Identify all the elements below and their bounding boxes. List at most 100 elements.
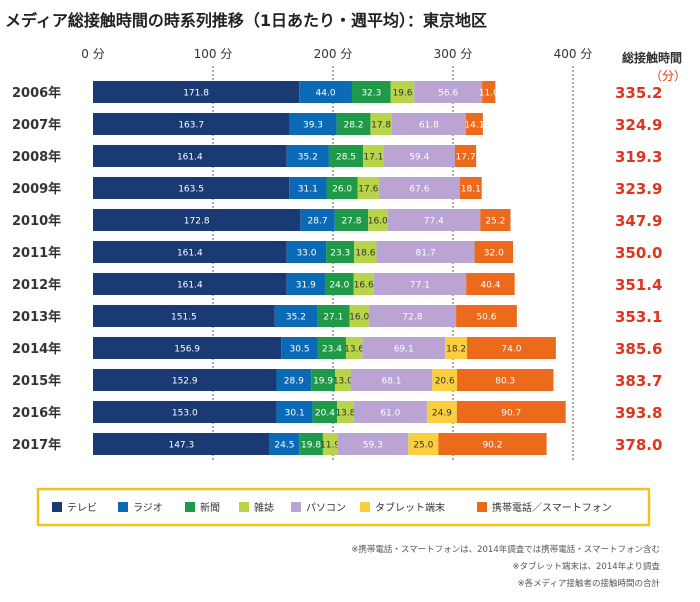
footnote: ※各メディア接触者の接触時間の合計 bbox=[517, 578, 660, 589]
bar-value-label: 19.8 bbox=[301, 441, 321, 451]
legend-label: タブレット端末 bbox=[375, 501, 445, 514]
bar-segment bbox=[317, 337, 346, 359]
bar-segment bbox=[438, 433, 547, 455]
bar-value-label: 32.3 bbox=[361, 89, 381, 99]
bar-segment bbox=[336, 113, 371, 135]
bar-value-label: 24.5 bbox=[274, 441, 294, 451]
category-label: 2008年 bbox=[12, 149, 61, 165]
footnote: ※タブレット端末は、2014年より調査 bbox=[512, 561, 660, 572]
legend-label: 雑誌 bbox=[254, 501, 274, 514]
bar-segment bbox=[465, 113, 483, 135]
category-label: 2013年 bbox=[12, 309, 61, 325]
legend-swatch bbox=[477, 502, 487, 512]
legend-label: ラジオ bbox=[133, 502, 163, 514]
totals-header: 総接触時間 bbox=[622, 50, 682, 65]
bar-segment bbox=[432, 369, 458, 391]
bar-value-label: 25.2 bbox=[485, 217, 505, 227]
bar-segment bbox=[466, 273, 515, 295]
bar-value-label: 61.8 bbox=[419, 121, 439, 131]
legend-label: パソコン bbox=[306, 502, 346, 514]
bar-segment bbox=[317, 305, 350, 327]
bar-segment bbox=[345, 337, 363, 359]
bar-segment bbox=[349, 305, 369, 327]
bar-value-label: 39.3 bbox=[303, 121, 323, 131]
bar-segment bbox=[93, 113, 290, 135]
bar-value-label: 25.0 bbox=[413, 441, 433, 451]
total-value: 351.4 bbox=[615, 276, 662, 294]
bar-value-label: 19.9 bbox=[313, 377, 333, 387]
bar-value-label: 31.1 bbox=[298, 185, 318, 195]
bar-value-label: 24.0 bbox=[329, 281, 349, 291]
bar-value-label: 161.4 bbox=[177, 249, 203, 259]
bar-value-label: 13.6 bbox=[344, 345, 364, 355]
bar-value-label: 17.1 bbox=[363, 153, 383, 163]
total-value: 383.7 bbox=[615, 372, 662, 390]
bar-value-label: 40.4 bbox=[480, 281, 500, 291]
bar-value-label: 81.7 bbox=[416, 249, 436, 259]
bar-segment bbox=[281, 337, 318, 359]
bar-segment bbox=[93, 401, 277, 423]
bar-value-label: 28.5 bbox=[336, 153, 356, 163]
bar-segment bbox=[376, 241, 475, 263]
bar-segment bbox=[467, 337, 556, 359]
bar-segment bbox=[300, 209, 335, 231]
legend-swatch bbox=[291, 502, 301, 512]
bar-value-label: 24.9 bbox=[432, 409, 452, 419]
bar-value-label: 26.0 bbox=[332, 185, 352, 195]
legend-swatch bbox=[239, 502, 249, 512]
bar-segment bbox=[337, 401, 354, 423]
bar-segment bbox=[93, 209, 301, 231]
bar-segment bbox=[482, 81, 496, 103]
bar-segment bbox=[390, 81, 415, 103]
x-tick-label: 0 分 bbox=[81, 47, 104, 61]
bar-value-label: 32.0 bbox=[484, 249, 504, 259]
bar-segment bbox=[299, 433, 323, 455]
bar-segment bbox=[474, 241, 513, 263]
bar-segment bbox=[480, 209, 511, 231]
bar-value-label: 18.6 bbox=[355, 249, 375, 259]
total-value: 319.3 bbox=[615, 148, 662, 166]
legend-swatch bbox=[118, 502, 128, 512]
bar-value-label: 27.8 bbox=[341, 217, 361, 227]
bar-value-label: 44.0 bbox=[316, 89, 336, 99]
bar-value-label: 90.2 bbox=[482, 441, 502, 451]
total-value: 385.6 bbox=[615, 340, 662, 358]
bar-segment bbox=[363, 145, 384, 167]
bar-value-label: 59.4 bbox=[409, 153, 429, 163]
bar-value-label: 16.6 bbox=[354, 281, 374, 291]
bar-value-label: 172.8 bbox=[184, 217, 210, 227]
bar-segment bbox=[299, 81, 352, 103]
chart-title: メディア総接触時間の時系列推移（1日あたり・週平均）：東京地区 bbox=[5, 11, 487, 30]
bar-segment bbox=[324, 273, 354, 295]
category-label: 2014年 bbox=[12, 341, 61, 357]
bar-segment bbox=[286, 273, 325, 295]
bar-segment bbox=[289, 177, 327, 199]
bar-value-label: 56.6 bbox=[438, 89, 458, 99]
legend-label: 携帯電話／スマートフォン bbox=[492, 501, 612, 514]
category-label: 2011年 bbox=[12, 245, 61, 261]
bar-value-label: 50.6 bbox=[476, 313, 496, 323]
bar-value-label: 11.0 bbox=[479, 89, 499, 99]
bar-segment bbox=[391, 113, 466, 135]
bar-segment bbox=[322, 433, 338, 455]
bar-value-label: 28.9 bbox=[284, 377, 304, 387]
x-tick-label: 300 分 bbox=[434, 47, 473, 61]
bar-value-label: 77.1 bbox=[410, 281, 430, 291]
total-value: 378.0 bbox=[615, 436, 662, 454]
bar-segment bbox=[326, 241, 355, 263]
bar-value-label: 161.4 bbox=[177, 281, 203, 291]
bar-value-label: 72.8 bbox=[402, 313, 422, 323]
category-label: 2015年 bbox=[12, 373, 61, 389]
footnotes: ※携帯電話・スマートフォンは、2014年調査では携帯電話・スマートフォン含む ※タ… bbox=[351, 544, 660, 589]
totals-unit: （分） bbox=[650, 69, 686, 83]
bar-segment bbox=[368, 209, 388, 231]
bar-value-label: 16.0 bbox=[368, 217, 388, 227]
category-label: 2012年 bbox=[12, 277, 61, 293]
bar-segment bbox=[337, 433, 409, 455]
bar-segment bbox=[311, 369, 336, 391]
bar-value-label: 147.3 bbox=[168, 441, 194, 451]
bar-segment bbox=[414, 81, 483, 103]
bar-segment bbox=[93, 177, 290, 199]
bar-value-label: 30.5 bbox=[290, 345, 310, 355]
